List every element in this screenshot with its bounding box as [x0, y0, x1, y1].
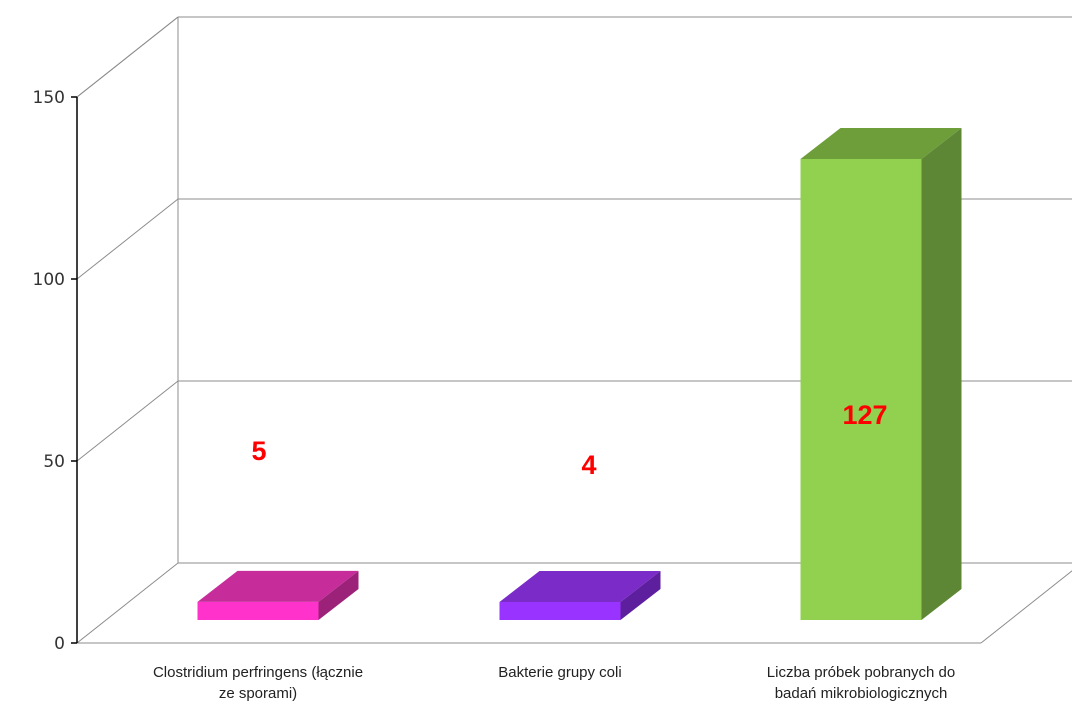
category-label: Clostridium perfringens (łącznie ze spora…: [153, 664, 363, 702]
data-label: 4: [581, 450, 596, 480]
bar: [499, 571, 661, 620]
bar-front: [197, 601, 319, 620]
y-tick-label: 0: [54, 634, 65, 654]
bar: [800, 128, 962, 620]
bar-top: [197, 570, 359, 602]
y-tick-label: 50: [43, 452, 65, 472]
y-tick-labels: 0 50 100 150: [33, 88, 65, 654]
category-label-line: ze sporami): [219, 685, 297, 702]
category-labels: Clostridium perfringens (łącznie ze spora…: [153, 664, 955, 702]
bar-side: [620, 571, 661, 620]
data-label: 127: [842, 400, 887, 430]
category-label-line: badań mikrobiologicznych: [775, 685, 948, 702]
category-label-line: Clostridium perfringens (łącznie: [153, 664, 363, 681]
category-label-line: Bakterie grupy coli: [498, 664, 621, 681]
bar-side: [318, 570, 359, 620]
gridline-side: [76, 380, 179, 462]
bar-top: [800, 128, 962, 159]
data-labels: 5 4 127: [251, 400, 887, 480]
y-tick-label: 150: [33, 88, 65, 108]
gridline-side: [76, 198, 179, 280]
bar-side: [921, 128, 962, 620]
floor-right-edge: [980, 570, 1072, 644]
y-tick-label: 100: [33, 270, 65, 290]
bars: [197, 128, 962, 620]
data-label: 5: [251, 436, 266, 466]
y-axis: [71, 96, 78, 644]
bar-top: [499, 571, 661, 602]
bar-front: [800, 159, 922, 620]
category-label-line: Liczba próbek pobranych do: [767, 664, 955, 681]
bar: [197, 570, 359, 620]
gridline-side: [76, 16, 179, 98]
category-label: Liczba próbek pobranych do badań mikrobio…: [767, 664, 955, 702]
category-label: Bakterie grupy coli: [498, 664, 621, 681]
floor-left-edge: [76, 562, 179, 644]
bar-front: [499, 602, 621, 620]
